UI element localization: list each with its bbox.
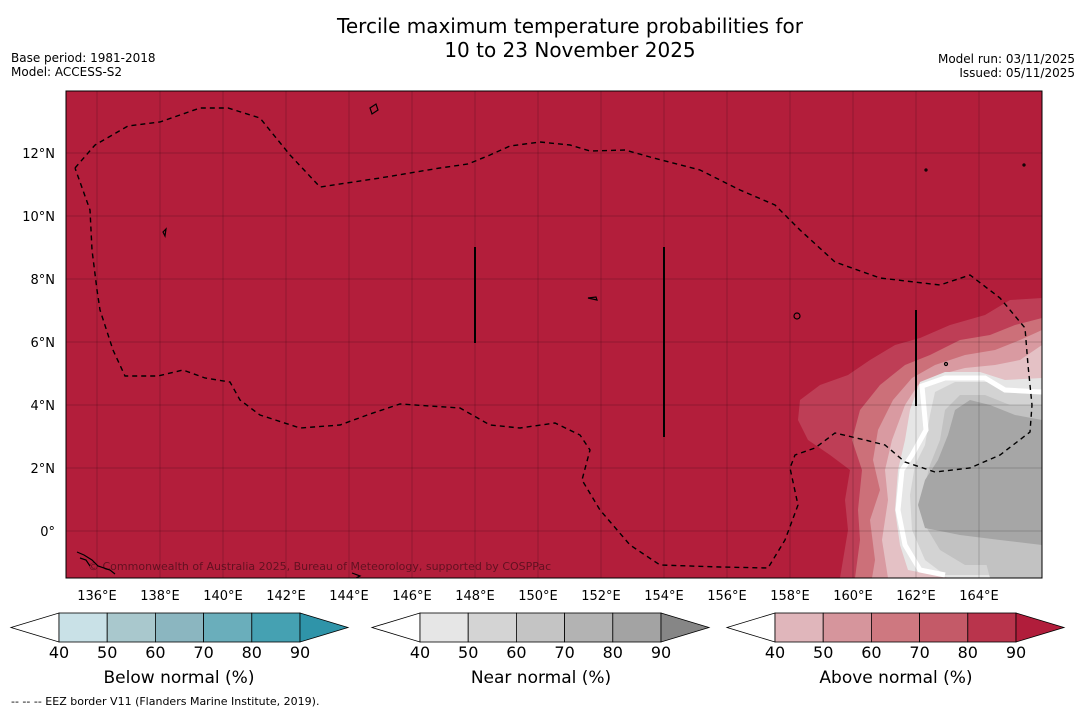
colorbar-tick-label: 80	[958, 643, 978, 662]
lon-tick-label: 162°E	[896, 589, 936, 604]
colorbar-tick-label: 50	[458, 643, 478, 662]
colorbar-min-extend	[370, 612, 421, 643]
latitude-labels: 12°N 10°N 8°N 6°N 4°N 2°N 0°	[22, 147, 55, 540]
lon-tick-label: 140°E	[203, 589, 243, 604]
colorbar-tick-label: 90	[651, 643, 671, 662]
copyright-text: © Commonwealth of Australia 2025, Bureau…	[88, 560, 551, 573]
colorbar-segment	[467, 612, 517, 643]
colorbar-tick-label: 70	[554, 643, 574, 662]
title-line-1: Tercile maximum temperature probabilitie…	[337, 14, 803, 38]
title-line-2: 10 to 23 November 2025	[444, 38, 696, 62]
colorbar-segment	[251, 612, 301, 643]
colorbar-segment	[419, 612, 469, 643]
lon-tick-label: 138°E	[140, 589, 180, 604]
model-run: Model run: 03/11/2025	[937, 52, 1075, 66]
lat-tick-label: 4°N	[31, 399, 56, 414]
lon-tick-label: 142°E	[266, 589, 306, 604]
lon-tick-label: 164°E	[959, 589, 999, 604]
near-normal-label: Near normal (%)	[470, 668, 612, 688]
colorbar-segment	[106, 612, 156, 643]
meta-right: Model run: 03/11/2025 Issued: 05/11/2025	[938, 52, 1075, 80]
colorbar-segment	[822, 612, 872, 643]
colorbar-segment	[919, 612, 969, 643]
colorbar-segment	[154, 612, 204, 643]
lon-tick-label: 154°E	[644, 589, 684, 604]
lon-tick-label: 152°E	[581, 589, 621, 604]
lon-tick-label: 148°E	[455, 589, 495, 604]
lat-tick-label: 0°	[40, 525, 55, 540]
colorbar-tick-label: 40	[49, 643, 69, 662]
colorbar-tick-label: 60	[145, 643, 165, 662]
colorbar-tick-label: 60	[506, 643, 526, 662]
colorbar-tick-label: 50	[97, 643, 117, 662]
lat-tick-label: 10°N	[22, 210, 55, 225]
lon-tick-label: 146°E	[392, 589, 432, 604]
colorbar-segment	[871, 612, 921, 643]
lat-tick-label: 12°N	[22, 147, 55, 162]
colorbar-1: 40 50 60 70 80 90	[370, 612, 711, 662]
colorbar-segment	[516, 612, 566, 643]
colorbar-2: 40 50 60 70 80 90	[725, 612, 1066, 662]
colorbar-tick-label: 70	[909, 643, 929, 662]
near-normal-boundary	[895, 375, 1042, 578]
lon-tick-label: 150°E	[518, 589, 558, 604]
lat-tick-label: 2°N	[31, 462, 56, 477]
colorbar-max-extend	[299, 612, 350, 643]
colorbar-segment	[774, 612, 824, 643]
colorbar-segment	[58, 612, 108, 643]
colorbar-segment	[967, 612, 1017, 643]
lon-tick-label: 144°E	[329, 589, 369, 604]
colorbar-tick-label: 90	[290, 643, 310, 662]
base-period: Base period: 1981-2018	[11, 51, 156, 65]
near-normal-50-60-patch	[980, 540, 1042, 578]
colorbar-tick-label: 40	[410, 643, 430, 662]
meta-left: Base period: 1981-2018 Model: ACCESS-S2	[11, 51, 156, 79]
colorbar-tick-label: 80	[603, 643, 623, 662]
above-normal-label: Above normal (%)	[819, 668, 973, 688]
colorbar-tick-label: 80	[242, 643, 262, 662]
eez-border	[74, 107, 1033, 569]
colorbar-tick-label: 50	[813, 643, 833, 662]
map-area: © Commonwealth of Australia 2025, Bureau…	[66, 91, 1042, 578]
longitude-labels: 136°E 138°E 140°E 142°E 144°E 146°E 148°E 150°E…	[77, 589, 999, 604]
chart-title: Tercile maximum temperature probabilitie…	[0, 14, 1085, 62]
model-name: Model: ACCESS-S2	[11, 65, 123, 79]
islands	[76, 103, 1026, 578]
colorbar-0: 40 50 60 70 80 90	[9, 612, 350, 662]
eez-footnote: -- -- -- EEZ border V11 (Flanders Marine…	[11, 695, 320, 708]
near-normal-70-80	[918, 400, 1042, 545]
colorbar-tick-label: 90	[1006, 643, 1026, 662]
reference-lines	[474, 247, 917, 437]
issued-date: Issued: 05/11/2025	[959, 66, 1075, 80]
lat-tick-label: 6°N	[31, 336, 56, 351]
colorbar-min-extend	[725, 612, 776, 643]
colorbar-segment	[564, 612, 614, 643]
colorbar-segment	[612, 612, 662, 643]
colorbar-tick-label: 40	[765, 643, 785, 662]
lon-tick-label: 156°E	[707, 589, 747, 604]
below-normal-label: Below normal (%)	[103, 668, 255, 688]
graticule	[66, 91, 1042, 578]
colorbar-tick-label: 70	[193, 643, 213, 662]
lon-tick-label: 160°E	[833, 589, 873, 604]
lon-tick-label: 158°E	[770, 589, 810, 604]
colorbar-max-extend	[1015, 612, 1066, 643]
colorbar-min-extend	[9, 612, 60, 643]
lat-tick-label: 8°N	[31, 273, 56, 288]
colorbar-max-extend	[660, 612, 711, 643]
map-frame	[65, 90, 1043, 579]
lon-tick-label: 136°E	[77, 589, 117, 604]
colorbars: 40 50 60 70 80 90 40 50 60 70 80 90 40 50 60 70 80 90	[9, 612, 1066, 662]
colorbar-segment	[203, 612, 253, 643]
colorbar-tick-label: 60	[861, 643, 881, 662]
